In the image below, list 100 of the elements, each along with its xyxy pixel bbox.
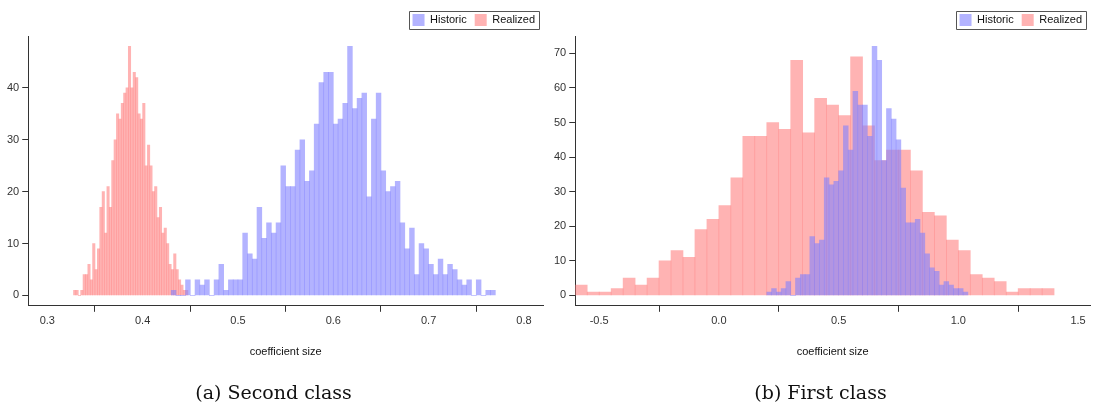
bar <box>332 123 339 296</box>
bar <box>910 222 916 296</box>
bar <box>771 288 777 296</box>
x-tick-label: 0.3 <box>39 314 55 327</box>
bar <box>730 177 744 296</box>
bar <box>437 258 444 296</box>
bar <box>352 108 358 296</box>
bar <box>328 71 334 296</box>
bar <box>366 196 372 296</box>
bar <box>819 239 825 296</box>
bar <box>1029 288 1043 296</box>
bar <box>780 288 787 296</box>
bar <box>447 263 453 296</box>
x-tick-label: 0.4 <box>134 314 151 327</box>
bar <box>670 250 684 296</box>
bar <box>682 257 696 296</box>
bar <box>993 281 1007 296</box>
y-tick-label: 20 <box>553 219 567 232</box>
bar <box>799 274 806 296</box>
bar <box>914 219 921 296</box>
bar <box>694 229 708 296</box>
y-tick-label: 0 <box>13 288 20 301</box>
bar <box>251 258 258 296</box>
x-tick-label: 0.5 <box>230 314 246 327</box>
bar <box>490 289 496 296</box>
x-tick-label: 0.8 <box>516 314 532 327</box>
bar <box>242 232 248 296</box>
bar <box>111 160 115 296</box>
bar <box>404 248 410 296</box>
y-tick-label: 10 <box>553 253 567 266</box>
bar <box>754 135 768 296</box>
bar <box>622 277 636 296</box>
bar <box>857 104 863 296</box>
legend-label: Realized <box>1039 13 1083 26</box>
bar <box>347 46 353 296</box>
text: (a) Second class <box>195 380 352 403</box>
text: (b) First class <box>754 380 887 403</box>
y-tick-label: 40 <box>6 80 20 93</box>
x-tick-label: 1.5 <box>1070 314 1086 327</box>
y-tick-label: 70 <box>553 46 567 59</box>
bar <box>646 277 660 296</box>
bar <box>871 46 878 296</box>
bar <box>99 206 103 296</box>
bar <box>185 279 191 296</box>
bar <box>204 279 210 296</box>
bar <box>658 260 672 296</box>
bar <box>371 118 377 296</box>
x-tick-label: 0.6 <box>325 314 341 327</box>
bar <box>905 222 911 296</box>
bar <box>924 253 930 296</box>
bar <box>428 263 434 296</box>
bar <box>418 243 425 296</box>
bar <box>957 250 971 296</box>
bar <box>785 281 792 296</box>
bar <box>823 177 830 296</box>
bar <box>313 123 320 296</box>
bar <box>953 288 959 296</box>
bar <box>610 288 624 296</box>
bar <box>375 92 382 296</box>
bar <box>285 186 291 296</box>
bar <box>957 288 964 296</box>
bar <box>409 227 415 296</box>
bar <box>142 103 146 296</box>
bar <box>247 253 253 296</box>
bar <box>718 205 732 296</box>
bar <box>838 170 844 296</box>
bar <box>948 284 954 296</box>
bar <box>804 274 811 296</box>
bar <box>833 180 839 296</box>
bar <box>356 97 363 296</box>
bar <box>154 186 158 296</box>
bar <box>180 284 184 296</box>
bar <box>80 289 84 296</box>
bar <box>270 232 277 296</box>
legend-label: Realized <box>492 13 536 26</box>
bar <box>466 279 472 296</box>
bar <box>634 284 648 296</box>
bar <box>166 243 170 296</box>
legend-label: Historic <box>977 13 1015 26</box>
y-tick-label: 10 <box>6 236 20 249</box>
bar <box>309 170 315 296</box>
bar <box>275 222 282 296</box>
y-tick-label: 30 <box>553 184 567 197</box>
bar <box>390 186 396 296</box>
bar <box>394 180 401 296</box>
bar <box>385 191 391 296</box>
bar <box>304 180 310 296</box>
bar <box>266 222 272 296</box>
bar <box>433 274 439 296</box>
bar <box>92 243 96 296</box>
bar <box>847 149 854 296</box>
bar <box>342 103 348 296</box>
x-tick-label: 0.5 <box>830 314 847 327</box>
bar <box>87 263 91 296</box>
bar <box>969 274 983 296</box>
bar <box>895 139 902 296</box>
bar <box>981 277 995 296</box>
legend-label: Historic <box>430 13 468 26</box>
y-tick-label: 20 <box>6 184 20 197</box>
bar <box>575 284 588 296</box>
